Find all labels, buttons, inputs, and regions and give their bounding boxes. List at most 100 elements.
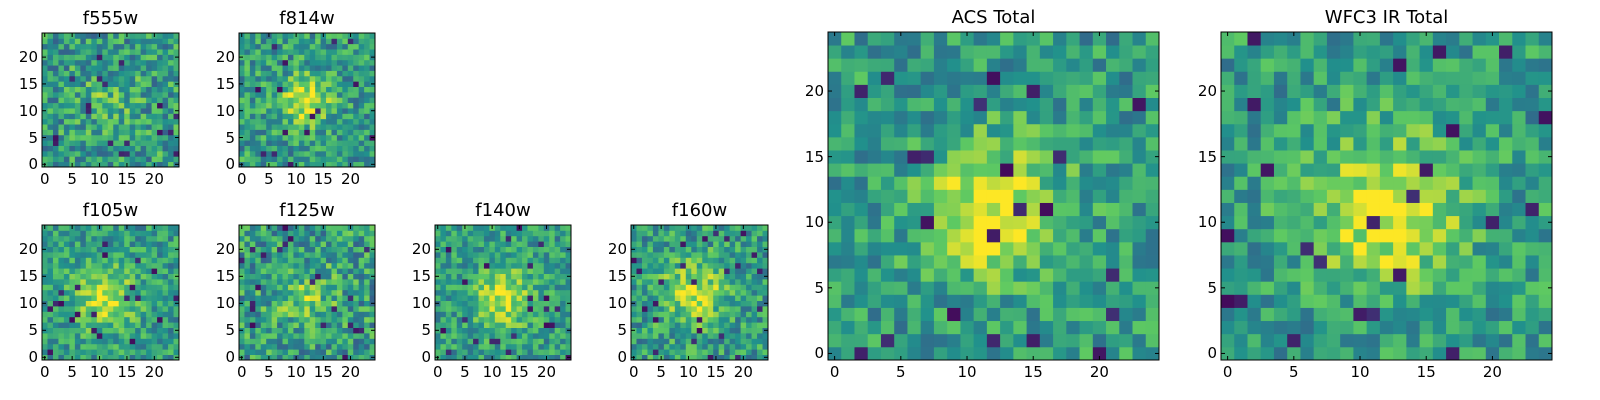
heatmap-cell [326,273,332,280]
heatmap-cell [516,262,523,269]
heatmap-cell [691,235,698,242]
heatmap-cell [636,273,643,280]
heatmap-cell [358,102,365,109]
heatmap-cell [336,279,343,285]
heatmap-cell [135,145,142,152]
heatmap-cell [304,129,311,136]
heatmap-cell [880,281,895,295]
heatmap-cell [347,150,354,157]
heatmap-cell [1247,346,1262,361]
heatmap-cell [880,136,895,151]
heatmap-cell [255,97,262,104]
heatmap-cell [282,241,289,247]
heatmap-cell [135,150,142,157]
heatmap-cell [516,343,523,350]
heatmap-cell [239,145,245,152]
heatmap-cell [347,289,354,296]
heatmap-cell [440,273,447,280]
heatmap-cell [146,124,152,130]
heatmap-cell [157,268,163,274]
heatmap-cell [52,81,59,87]
heatmap-cell [685,241,692,247]
heatmap-cell [658,295,665,301]
heatmap-cell [168,354,174,361]
heatmap-cell [1499,320,1513,335]
heatmap-cell [282,311,289,318]
heatmap-cell [320,91,327,98]
heatmap-cell [674,230,681,237]
heatmap-cell [277,86,283,93]
heatmap-cell [735,322,741,328]
heatmap-cell [140,75,147,82]
heatmap-cell [52,161,59,168]
heatmap-cell [293,91,300,98]
heatmap-cell [277,354,283,361]
heatmap-cell [58,273,65,280]
heatmap-cell [1287,307,1301,322]
heatmap-cell [527,333,534,339]
heatmap-cell [894,110,908,125]
heatmap-cell [353,252,360,258]
heatmap-cell [282,129,289,136]
heatmap-cell [151,295,158,301]
heatmap-cell [102,124,109,130]
heatmap-cell [151,268,158,274]
heatmap-cell [1326,320,1341,335]
heatmap-cell [146,230,152,237]
heatmap-cell [960,32,975,46]
heatmap-cell [347,134,354,141]
heatmap-cell [641,343,648,350]
heatmap-cell [336,59,343,66]
heatmap-cell [162,262,169,269]
heatmap-cell [652,300,659,307]
heatmap-cell [326,145,332,152]
heatmap-cell [47,118,54,125]
heatmap-cell [1247,294,1262,308]
heatmap-cell [52,262,59,269]
heatmap-cell [249,268,256,274]
heatmap-cell [282,354,289,361]
heatmap-cell [729,349,736,355]
heatmap-cell [266,129,273,136]
heatmap-cell [1000,189,1014,203]
heatmap-cell [320,140,327,146]
heatmap-cell [724,268,731,274]
heatmap-cell [118,311,125,318]
heatmap-cell [1512,202,1526,217]
heatmap-cell [249,113,256,120]
heatmap-cell [1026,150,1041,164]
heatmap-cell [74,349,81,355]
heatmap-cell [124,102,131,109]
heatmap-cell [298,150,305,157]
heatmap-cell [315,343,321,350]
heatmap-cell [505,349,512,355]
heatmap-cell [1039,281,1054,295]
heatmap-cell [440,333,447,339]
heatmap-cell [1079,320,1094,335]
heatmap-cell [96,246,103,253]
heatmap-cell [353,349,360,355]
heatmap-cell [947,294,961,308]
heatmap-cell [560,349,566,355]
heatmap-cell [1039,97,1054,112]
heatmap-cell [1379,189,1394,203]
heatmap-cell [168,65,174,71]
heatmap-cell [1340,202,1354,217]
heatmap-cell [1119,84,1133,98]
heatmap-cell [641,273,648,280]
heatmap-cell [663,311,670,318]
heatmap-cell [129,252,136,258]
heatmap-cell [841,333,855,348]
heatmap-cell [1366,346,1381,361]
heatmap-cell [1079,241,1094,256]
heatmap-cell [543,235,550,242]
heatmap-cell [1013,307,1027,322]
heatmap-cell [244,295,251,301]
heatmap-cell [358,70,365,77]
heatmap-cell [124,129,131,136]
heatmap-cell [1079,71,1094,85]
heatmap-cell [326,235,332,242]
heatmap-cell [364,300,370,307]
heatmap-cell [1039,136,1054,151]
heatmap-cell [1366,176,1381,190]
